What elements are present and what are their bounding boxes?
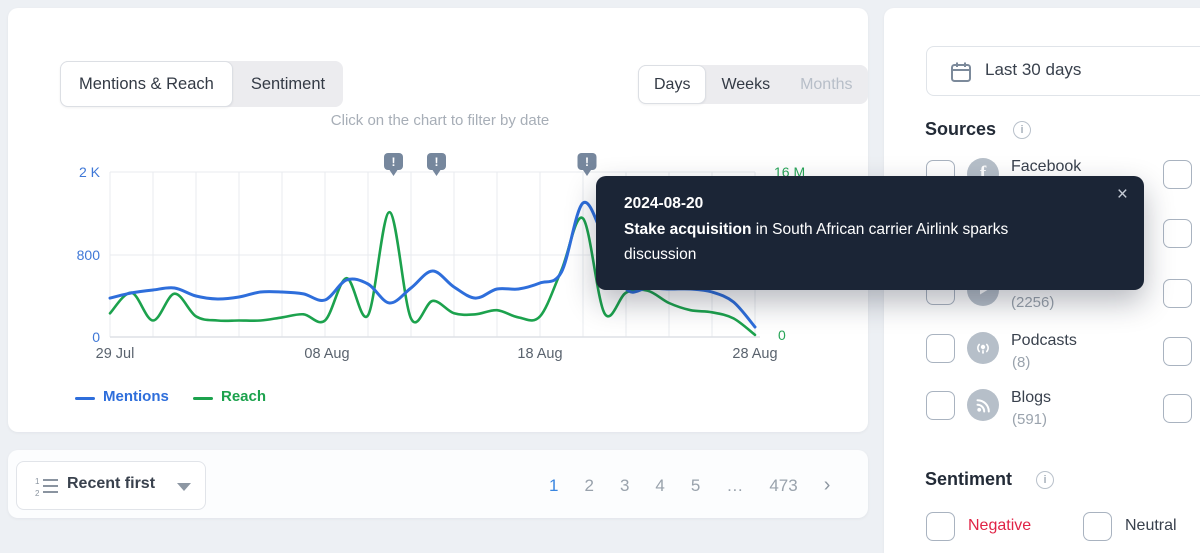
y-axis-left-tick-2k: 2 K (78, 164, 100, 180)
granularity-toggle: Days Weeks Months (638, 65, 868, 104)
source-label-facebook: Facebook (1011, 158, 1082, 175)
page-4[interactable]: 4 (655, 475, 665, 495)
x-axis-tick-28aug: 28 Aug (732, 346, 778, 362)
x-axis-tick-08aug: 08 Aug (304, 346, 350, 362)
x-axis-tick-18aug: 18 Aug (517, 346, 563, 362)
source-count-blogs: (591) (1012, 411, 1048, 428)
close-icon[interactable]: × (1116, 184, 1128, 205)
page-3[interactable]: 3 (619, 475, 630, 495)
rss-icon (967, 389, 999, 421)
sentiment-checkbox-negative[interactable] (926, 512, 955, 541)
source-label-podcasts: Podcasts (1011, 332, 1077, 349)
source-checkbox-col2-1[interactable] (1163, 160, 1192, 189)
sources-title: Sources (925, 119, 997, 139)
sentiment-title: Sentiment (925, 469, 1013, 489)
source-checkbox-col2-2[interactable] (1163, 219, 1192, 248)
tooltip-text: Stake acquisition in South African carri… (624, 217, 1076, 267)
sentiment-checkbox-neutral[interactable] (1083, 512, 1112, 541)
source-checkbox-podcasts[interactable] (926, 334, 955, 363)
source-count-videos: (2256) (1011, 294, 1055, 311)
sort-numeric-icon: 1 2 (35, 477, 58, 498)
chevron-down-icon (177, 483, 191, 491)
page-ellipsis: … (726, 475, 744, 495)
granularity-months[interactable]: Months (800, 75, 853, 93)
date-range-label: Last 30 days (985, 60, 1082, 79)
sources-info-icon[interactable]: i (1013, 121, 1031, 139)
legend-mentions-label[interactable]: Mentions (103, 388, 169, 405)
tab-sentiment[interactable]: Sentiment (250, 74, 326, 93)
podcast-icon (967, 332, 999, 364)
next-page-icon[interactable]: › (823, 474, 831, 496)
sort-order-dropdown[interactable]: 1 2 Recent first (16, 461, 206, 510)
chart-hint-text: Click on the chart to filter by date (330, 112, 550, 129)
source-checkbox-col2-4[interactable] (1163, 337, 1192, 366)
svg-text:1: 1 (35, 477, 40, 486)
page-2[interactable]: 2 (584, 475, 594, 495)
page-1[interactable]: 1 (549, 475, 559, 495)
sentiment-info-icon[interactable]: i (1036, 471, 1054, 489)
page-473[interactable]: 473 (769, 475, 798, 495)
legend-mentions-swatch (75, 397, 95, 400)
source-label-blogs: Blogs (1011, 389, 1052, 406)
tooltip-highlight: Stake acquisition (624, 221, 752, 238)
x-axis-tick-29jul: 29 Jul (95, 346, 135, 362)
source-count-podcasts: (8) (1012, 354, 1031, 371)
date-range-selector[interactable]: Last 30 days (926, 46, 1200, 96)
granularity-weeks[interactable]: Weeks (721, 75, 771, 93)
legend-reach-swatch (193, 397, 213, 400)
sentiment-label-negative: Negative (968, 517, 1032, 534)
y-axis-left-tick-800: 800 (76, 247, 100, 263)
granularity-days[interactable]: Days (638, 65, 707, 104)
tab-mentions-reach[interactable]: Mentions & Reach (60, 61, 233, 107)
legend-reach-label[interactable]: Reach (221, 388, 267, 405)
svg-text:2: 2 (35, 489, 40, 498)
y-axis-left-tick-0: 0 (92, 329, 100, 345)
page-5[interactable]: 5 (690, 475, 701, 495)
pagination: 1 2 3 4 5 … 473 › (549, 474, 830, 497)
source-checkbox-blogs[interactable] (926, 391, 955, 420)
chart-tabs: Mentions & Reach Sentiment (60, 61, 344, 107)
tooltip-date: 2024-08-20 (624, 195, 704, 212)
y-axis-right-tick-0: 0 (778, 327, 786, 343)
calendar-icon (951, 62, 971, 82)
source-checkbox-col2-5[interactable] (1163, 394, 1192, 423)
source-checkbox-col2-3[interactable] (1163, 279, 1192, 308)
chart-alert-tooltip: 2024-08-20 Stake acquisition in South Af… (596, 176, 1144, 290)
sort-order-label: Recent first (67, 475, 156, 492)
sentiment-label-neutral: Neutral (1125, 517, 1177, 534)
